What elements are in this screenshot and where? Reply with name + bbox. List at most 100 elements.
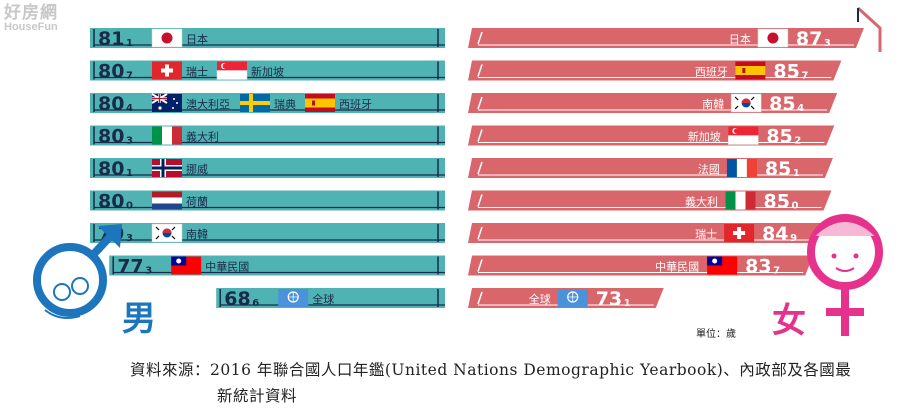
female-value-int: 85: [773, 61, 799, 83]
netherlands-flag-icon: [152, 191, 182, 210]
corner-mark-icon: [856, 6, 882, 52]
female-value-dec: 4: [797, 103, 804, 114]
japan-flag-icon: [757, 28, 789, 48]
female-bar-row: 85 2 新加坡: [468, 125, 835, 148]
female-country-label: 法國: [698, 162, 720, 176]
male-value-dec: 0: [126, 201, 133, 212]
male-symbol-icon: [33, 224, 122, 319]
female-value-int: 85: [769, 93, 795, 115]
france-flag-icon: [726, 159, 757, 177]
female-value-dec: 9: [790, 233, 797, 244]
male-value-dec: 1: [126, 38, 133, 49]
male-country-label: 日本: [186, 32, 208, 46]
male-bar-row: 80 3 義大利: [90, 125, 445, 148]
male-value-dec: 1: [126, 168, 133, 179]
male-value-dec: 7: [126, 71, 133, 82]
female-country-label: 中華民國: [655, 261, 699, 274]
singapore-flag-icon: [216, 61, 248, 80]
male-value-int: 80: [98, 158, 124, 180]
male-country-label: 瑞士: [186, 65, 208, 79]
male-country-label: 瑞典: [274, 97, 296, 111]
female-value-dec: 7: [773, 266, 780, 277]
female-value-int: 73: [596, 288, 622, 310]
bar-start-tick: [477, 291, 483, 305]
sweden-flag-icon: [240, 94, 270, 112]
male-value-dec: 6: [252, 298, 259, 309]
spain-flag-icon: [735, 61, 766, 80]
male-country-label: 新加坡: [251, 65, 284, 79]
bar-start-tick: [477, 64, 483, 77]
female-value-dec: 0: [792, 201, 799, 212]
female-bar-row: 85 7 西班牙: [468, 60, 842, 83]
bar-start-tick: [477, 161, 483, 175]
male-country-label: 西班牙: [339, 98, 372, 111]
male-value-int: 80: [98, 126, 124, 148]
taiwan-flag-icon: [171, 256, 202, 275]
bar-start-tick: [477, 129, 483, 142]
spain-flag-icon: [305, 94, 335, 112]
female-country-label: 新加坡: [688, 130, 721, 144]
bar-start-tick: [477, 259, 483, 272]
male-value-int: 80: [98, 93, 124, 115]
watermark-line2: HouseFun: [4, 21, 58, 33]
female-value-dec: 7: [801, 71, 808, 82]
male-value-dec: 3: [126, 136, 133, 147]
male-country-label: 義大利: [186, 130, 219, 144]
male-value-dec: 3: [145, 266, 152, 277]
female-bar-row: 73 1 全球: [468, 288, 664, 310]
male-country-label: 南韓: [186, 228, 208, 241]
male-country-label: 荷蘭: [186, 196, 208, 209]
source-note: 資料來源：2016 年聯合國人口年鑑(United Nations Demogr…: [130, 357, 900, 409]
male-bar-row: 77 3 中華民國: [109, 255, 446, 278]
female-value-int: 87: [796, 28, 822, 50]
male-country-label: 挪威: [186, 162, 208, 176]
source-note-line2: 新統計資料: [217, 387, 298, 405]
korea-flag-icon: [730, 93, 762, 113]
un-flag-icon: [278, 289, 309, 307]
bar-start-tick: [477, 31, 483, 45]
female-country-label: 全球: [529, 292, 551, 306]
male-country-label: 中華民國: [205, 261, 249, 274]
male-bar-row: 80 1 挪威: [90, 158, 445, 180]
male-bar-row: 793南韓: [90, 223, 445, 245]
female-value-dec: 1: [624, 298, 631, 309]
watermark-line1: 好房網: [4, 3, 58, 22]
female-label: 女: [772, 301, 806, 341]
male-bar: [216, 288, 445, 308]
bar-start-tick: [477, 96, 483, 110]
watermark: 好房網 HouseFun: [4, 3, 58, 34]
female-country-label: 西班牙: [695, 66, 728, 79]
female-value-dec: 3: [824, 38, 831, 49]
female-value-int: 85: [765, 158, 791, 180]
taiwan-flag-icon: [707, 256, 738, 275]
female-country-label: 日本: [729, 32, 751, 46]
male-value-int: 81: [98, 28, 124, 50]
male-bar-row: 81 1 日本: [90, 28, 445, 50]
bar-start-tick: [477, 226, 483, 240]
male-value-dec: 3: [126, 233, 133, 244]
source-note-line1: 資料來源：2016 年聯合國人口年鑑(United Nations Demogr…: [130, 361, 852, 379]
male-bar-row: 80 0 荷蘭: [90, 190, 445, 213]
female-country-label: 南韓: [702, 98, 724, 111]
female-country-label: 瑞士: [695, 227, 717, 241]
female-value-int: 83: [745, 256, 771, 278]
female-symbol-icon: [807, 214, 883, 336]
female-bar-row: 83 7 中華民國: [468, 255, 814, 278]
female-bar-row: 85 4 南韓: [468, 93, 838, 115]
australia-flag-icon: [151, 93, 182, 112]
female-bar-row: 85 1 法國: [468, 158, 833, 180]
female-value-int: 85: [766, 126, 792, 148]
bar-start-tick: [477, 194, 483, 207]
switzerland-flag-icon: [724, 224, 755, 242]
male-value-int: 77: [117, 256, 143, 278]
male-bar-row: 68 6 全球: [216, 288, 445, 310]
female-bar-row: 85 0 義大利: [468, 190, 832, 213]
singapore-flag-icon: [728, 126, 759, 145]
japan-flag-icon: [151, 28, 183, 48]
female-value-int: 85: [764, 191, 790, 213]
male-value-int: 68: [224, 288, 250, 310]
female-bar-row: 84 9 瑞士: [468, 223, 831, 245]
korea-flag-icon: [151, 223, 183, 243]
